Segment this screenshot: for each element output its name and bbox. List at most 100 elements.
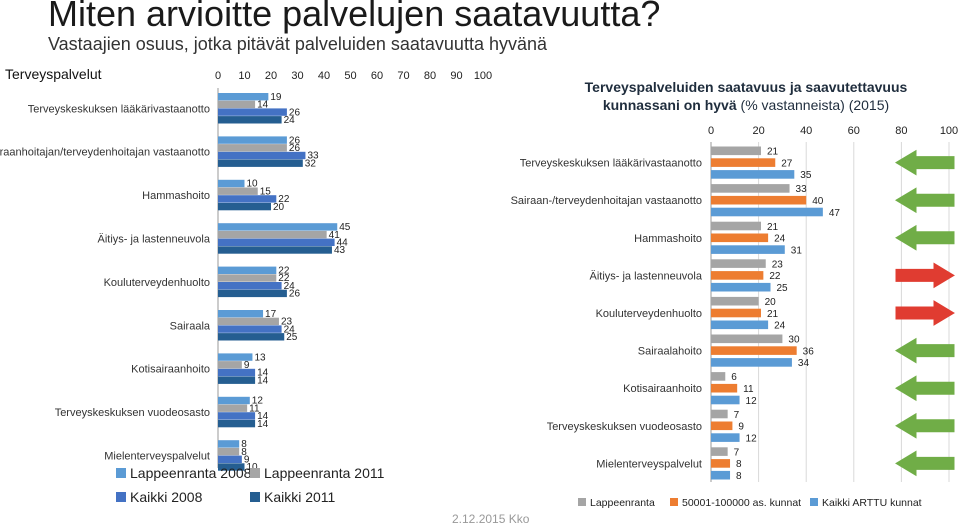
left-bar-value-label: 25 [286,332,298,343]
right-bar [711,146,761,156]
right-bar-value-label: 22 [769,271,781,282]
right-bar-value-label: 40 [812,196,824,207]
left-bar-value-label: 24 [284,281,296,292]
right-bar [711,207,823,217]
right-bar [711,170,795,179]
right-category-label: Kouluterveydenhuolto [596,308,702,320]
right-bar [711,421,733,431]
left-bar-value-label: 26 [289,107,301,118]
left-bar-value-label: 22 [278,194,290,205]
left-bar [218,136,287,144]
right-x-tick-label: 20 [752,125,764,137]
left-bar [218,333,285,341]
right-category-label: Äitiys- ja lastenneuvola [589,270,702,282]
left-x-tick-label: 50 [344,70,356,82]
left-bar [218,282,282,290]
left-x-tick-label: 80 [424,70,436,82]
left-bar-value-label: 33 [307,151,319,162]
left-bar [218,93,269,101]
right-x-tick-label: 40 [800,125,812,137]
left-bar [218,376,256,384]
left-bar-value-label: 26 [289,289,301,300]
trend-arrow-left-icon [895,337,955,364]
right-bar-value-label: 24 [774,234,786,245]
left-bar-value-label: 32 [305,158,317,169]
left-x-tick-label: 20 [265,70,277,82]
left-x-tick-label: 100 [474,70,492,82]
left-bar [218,151,306,160]
right-bar [711,372,726,381]
right-bar [711,195,807,205]
left-bar-value-label: 41 [329,230,341,241]
trend-arrow-left-icon [895,149,955,176]
left-bar [218,116,282,124]
left-bar-value-label: 10 [247,179,259,190]
left-bar [218,325,282,333]
left-bar-value-label: 10 [247,462,259,473]
left-bar [218,144,287,152]
right-bar [711,346,797,355]
left-bar [218,274,277,282]
left-bar-value-label: 22 [278,266,290,277]
right-bar [711,271,764,280]
right-bar-value-label: 7 [734,447,740,458]
left-bar-value-label: 9 [244,455,250,466]
right-bar [711,158,776,167]
left-bar [218,108,287,116]
right-bar [711,282,771,292]
right-chart-title-main: Terveyspalveluiden saatavuus ja saavutet… [584,79,908,114]
right-legend-swatch [670,498,678,506]
right-chart-title: Terveyspalveluiden saatavuus ja saavutet… [560,78,932,114]
left-category-label: Kouluterveydenhuolto [104,277,210,289]
left-x-tick-label: 60 [371,70,383,82]
right-bar-value-label: 35 [800,170,812,181]
right-bar-value-label: 7 [734,410,740,421]
left-chart-axis-title: Terveyspalvelut [5,66,102,82]
left-bar [218,230,327,239]
left-bar [218,412,256,420]
right-bar [711,233,769,243]
right-bar-value-label: 23 [772,259,784,270]
left-bar-value-label: 19 [270,92,282,103]
left-x-tick-label: 70 [397,70,409,82]
right-bar-value-label: 6 [731,372,737,383]
left-category-label: Sairaala [170,320,211,332]
left-bar [218,447,240,456]
left-bar [218,353,253,361]
left-bar [218,266,277,274]
left-bar-value-label: 14 [257,100,269,111]
left-bar-value-label: 11 [249,403,260,414]
right-category-label: Sairaan-/terveydenhoitajan vastaanotto [511,195,702,207]
trend-arrow-right-icon [895,300,955,326]
right-category-label: Mielenterveyspalvelut [596,458,702,470]
left-x-tick-label: 0 [215,70,221,82]
right-category-label: Hammashoito [634,233,702,245]
right-bar [711,383,738,393]
left-bar [218,179,245,188]
left-bar [218,404,248,412]
left-bar [218,310,264,318]
left-bar [218,223,338,231]
left-legend-label: Kaikki 2011 [264,489,336,505]
left-x-tick-label: 90 [450,70,462,82]
left-bar-value-label: 45 [339,222,351,233]
right-bar [711,447,728,456]
left-bar-value-label: 8 [241,439,247,450]
left-x-tick-label: 40 [318,70,330,82]
right-bar-value-label: 11 [743,384,754,395]
left-bar-value-label: 9 [244,360,250,371]
left-bar [218,100,256,109]
left-bar-value-label: 13 [254,352,266,363]
left-bar [218,202,271,211]
left-bar [218,289,287,298]
left-legend-label: Kaikki 2008 [130,489,203,505]
left-bar [218,463,245,471]
right-legend-label: Kaikki ARTTU kunnat [822,497,922,509]
footer-date: 2.12.2015 Kko [452,512,530,526]
right-bar-value-label: 12 [746,433,758,444]
left-bar-value-label: 14 [257,375,269,386]
left-bar-value-label: 12 [252,396,264,407]
right-bar [711,259,766,268]
right-bar-value-label: 9 [738,422,744,433]
right-bar [711,221,761,231]
